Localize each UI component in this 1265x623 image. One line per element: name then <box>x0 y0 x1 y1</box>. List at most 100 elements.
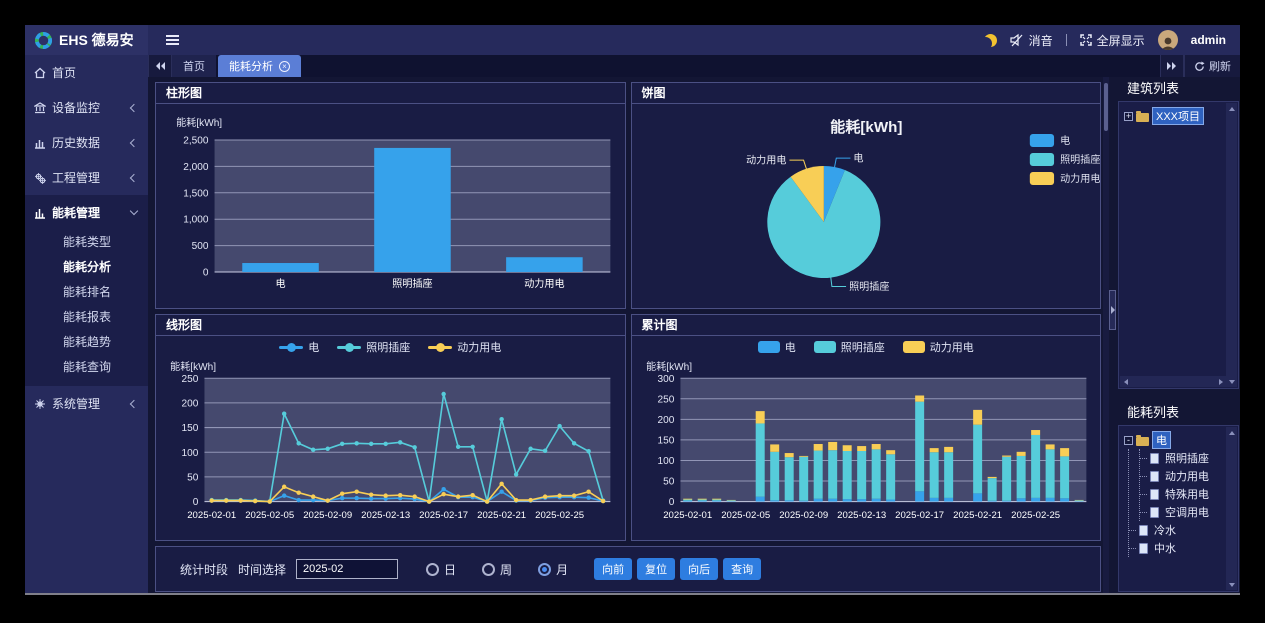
sidebar-toggle-button[interactable] <box>166 35 179 45</box>
legend-item[interactable]: 动力用电 <box>428 339 501 355</box>
reset-button[interactable]: 复位 <box>637 558 676 580</box>
energy-node-special[interactable]: 特殊用电 <box>1165 489 1209 501</box>
tabs-scroll-right-button[interactable] <box>1160 55 1184 77</box>
tab-close-icon[interactable] <box>279 60 290 72</box>
svg-text:250: 250 <box>657 394 674 405</box>
user-avatar[interactable] <box>1157 30 1178 50</box>
legend-item[interactable]: 动力用电 <box>902 339 974 355</box>
building-tree-vscrollbar[interactable] <box>1226 103 1237 387</box>
legend-label: 照明插座 <box>366 342 411 354</box>
bar-chart-panel: 柱形图 能耗[kWh] 0 500 1,000 1,500 2,000 2,500 电 照明插座… <box>155 82 626 309</box>
legend-item[interactable]: 电 <box>279 339 319 355</box>
main-scrollbar-thumb[interactable] <box>1104 83 1108 131</box>
scroll-up-icon[interactable] <box>1226 103 1237 114</box>
sidebar-subitem-energy-trend[interactable]: 能耗趋势 <box>63 335 112 349</box>
building-tree-hscrollbar[interactable] <box>1120 376 1226 387</box>
username[interactable]: admin <box>1190 33 1226 47</box>
legend-item[interactable]: 照明插座 <box>813 339 885 355</box>
radio-week-circle[interactable] <box>482 562 496 576</box>
brand-logo[interactable]: EHS 德易安 <box>25 25 148 55</box>
next-button[interactable]: 向后 <box>680 558 719 580</box>
scroll-down-icon[interactable] <box>1226 376 1237 387</box>
energy-tree-row[interactable]: 动力用电 <box>1140 467 1224 485</box>
energy-tree-vscrollbar[interactable] <box>1226 427 1237 590</box>
energy-node-reclaimed-water[interactable]: 中水 <box>1154 543 1176 555</box>
svg-text:2025-02-21: 2025-02-21 <box>953 510 1002 521</box>
scroll-right-icon[interactable] <box>1215 376 1226 387</box>
sidebar-subitem-energy-type[interactable]: 能耗类型 <box>63 235 112 249</box>
radio-week[interactable]: 周 <box>482 561 512 578</box>
previous-button[interactable]: 向前 <box>594 558 633 580</box>
sidebar-item-home[interactable]: 首页 <box>25 55 148 90</box>
main-scrollbar[interactable] <box>1103 77 1109 593</box>
tab-energy-analysis[interactable]: 能耗分析 <box>218 55 301 77</box>
svg-text:250: 250 <box>182 374 199 385</box>
pie-chart-panel: 饼图 能耗[kWh] 电照明插座 动力用电电照明插座 动力用电 <box>630 82 1101 309</box>
mute-button[interactable]: 消音 <box>1010 32 1053 49</box>
query-button[interactable]: 查询 <box>723 558 762 580</box>
sidebar-subitem-energy-analysis[interactable]: 能耗分析 <box>63 260 112 274</box>
refresh-button[interactable]: 刷新 <box>1184 55 1240 77</box>
svg-text:动力用电: 动力用电 <box>524 277 564 290</box>
legend-item[interactable]: 电 <box>757 339 796 355</box>
svg-text:1,000: 1,000 <box>183 215 209 226</box>
energy-tree-row[interactable]: 中水 <box>1129 539 1224 557</box>
svg-text:能耗[kWh]: 能耗[kWh] <box>830 118 902 136</box>
energy-manage-icon <box>35 208 45 219</box>
radio-day[interactable]: 日 <box>426 561 456 578</box>
energy-node-power[interactable]: 动力用电 <box>1165 471 1209 483</box>
energy-tree-row[interactable]: 特殊用电 <box>1140 485 1224 503</box>
scroll-left-icon[interactable] <box>1120 376 1131 387</box>
sidebar-subitem-energy-report[interactable]: 能耗报表 <box>63 310 112 324</box>
sidebar-item-project-manage[interactable]: 工程管理 <box>25 160 148 195</box>
energy-tree-row[interactable]: 空调用电 <box>1140 503 1224 521</box>
svg-text:动力用电: 动力用电 <box>1060 172 1100 185</box>
sidebar-subitem-energy-ranking[interactable]: 能耗排名 <box>63 285 112 299</box>
svg-text:电: 电 <box>853 152 863 165</box>
chevron-left-icon <box>129 399 139 408</box>
sidebar-item-energy-manage[interactable]: 能耗管理 <box>25 195 148 230</box>
svg-text:2025-02-09: 2025-02-09 <box>303 510 352 521</box>
radio-month[interactable]: 月 <box>538 561 568 578</box>
scroll-down-icon[interactable] <box>1226 579 1237 590</box>
building-node-project[interactable]: XXX项目 <box>1152 107 1205 125</box>
sidebar-item-history-data[interactable]: 历史数据 <box>25 125 148 160</box>
theme-moon-icon[interactable] <box>984 34 997 47</box>
chevron-left-icon <box>129 173 139 182</box>
energy-node-cold-water[interactable]: 冷水 <box>1154 525 1176 537</box>
sidebar-subitem-energy-query[interactable]: 能耗查询 <box>63 360 112 374</box>
tab-home[interactable]: 首页 <box>172 55 216 77</box>
line-chart-legend[interactable]: 电 照明插座 动力用电 <box>156 336 625 358</box>
bar-chart: 能耗[kWh] 0 500 1,000 1,500 2,000 2,500 电 照明插座 动力用电 <box>156 104 625 308</box>
sidebar-item-label: 首页 <box>52 66 77 80</box>
stacked-chart-legend[interactable]: 电 照明插座 动力用电 <box>632 336 1101 358</box>
tree-expander-icon[interactable] <box>1124 435 1133 445</box>
sidebar-item-system-manage[interactable]: 系统管理 <box>25 386 148 421</box>
right-panel-collapse-handle[interactable] <box>1109 290 1116 330</box>
energy-tree-row[interactable]: 冷水 <box>1129 521 1224 539</box>
svg-text:200: 200 <box>182 398 199 409</box>
svg-text:2025-02-21: 2025-02-21 <box>477 510 526 521</box>
topbar: EHS 德易安 消音 <box>25 25 1240 55</box>
sidebar-item-device-monitor[interactable]: 设备监控 <box>25 90 148 125</box>
energy-tree-row[interactable]: 照明插座 <box>1140 449 1224 467</box>
energy-node-hvac[interactable]: 空调用电 <box>1165 507 1209 519</box>
scroll-up-icon[interactable] <box>1226 427 1237 438</box>
folder-icon <box>1136 110 1149 122</box>
building-tree-row[interactable]: XXX项目 <box>1124 107 1224 125</box>
legend-item[interactable]: 照明插座 <box>337 339 410 355</box>
tabs-scroll-left-button[interactable] <box>148 55 172 77</box>
time-input[interactable] <box>296 559 399 579</box>
radio-day-circle[interactable] <box>426 562 440 576</box>
energy-node-electric[interactable]: 电 <box>1152 431 1171 449</box>
tree-expander-icon[interactable] <box>1124 111 1133 121</box>
energy-node-lighting[interactable]: 照明插座 <box>1165 453 1209 465</box>
fullscreen-button[interactable]: 全屏显示 <box>1079 32 1145 49</box>
double-left-arrow-icon <box>156 62 165 70</box>
svg-text:1,500: 1,500 <box>183 188 209 199</box>
radio-month-circle[interactable] <box>538 562 552 576</box>
svg-text:照明插座: 照明插座 <box>392 277 432 290</box>
energy-tree-row[interactable]: 电 <box>1124 431 1224 449</box>
bar-chart-panel-title: 柱形图 <box>156 83 625 104</box>
chevron-left-icon <box>129 138 139 147</box>
